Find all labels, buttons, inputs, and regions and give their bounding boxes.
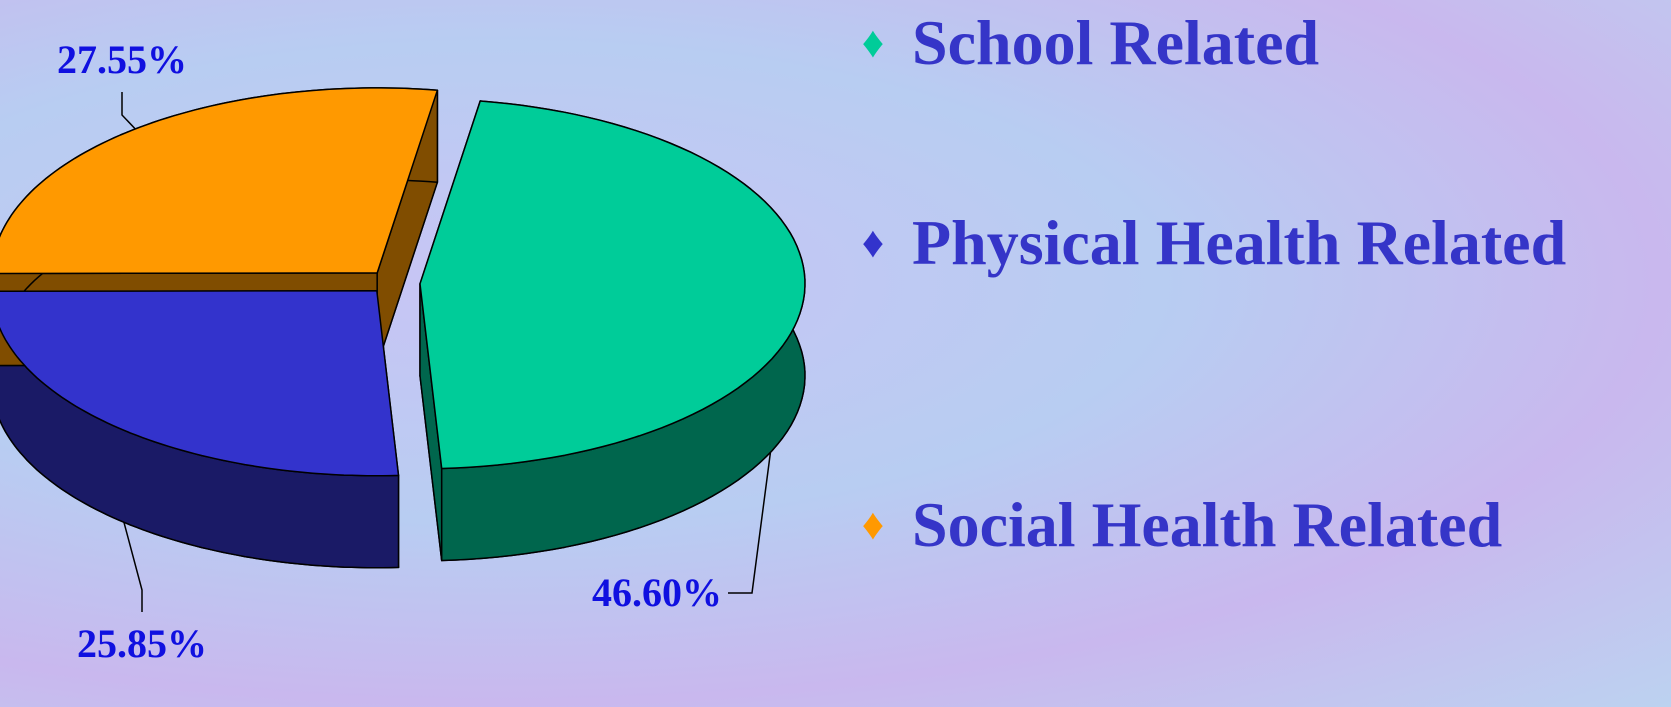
slice (0, 87, 439, 275)
pie-chart: 27.55% 25.85% 46.60% (0, 37, 806, 666)
legend-item: ♦ Physical Health Related (850, 200, 1566, 286)
slice (0, 289, 400, 477)
leader-line (121, 514, 143, 612)
legend-label: Physical Health Related (912, 207, 1567, 278)
legend-marker: ♦ (861, 218, 885, 267)
leader-line (728, 409, 777, 594)
legend-item: ♦ Social Health Related (850, 482, 1502, 568)
legend-item: ♦ School Related (850, 0, 1319, 86)
legend-marker: ♦ (861, 500, 885, 549)
legend-label: Social Health Related (912, 489, 1503, 560)
value-label: 46.60% (592, 570, 722, 615)
value-label: 25.85% (77, 621, 207, 666)
legend-label: School Related (912, 7, 1320, 78)
legend-marker: ♦ (861, 18, 885, 67)
slice (419, 100, 806, 470)
value-label: 27.55% (57, 37, 187, 82)
